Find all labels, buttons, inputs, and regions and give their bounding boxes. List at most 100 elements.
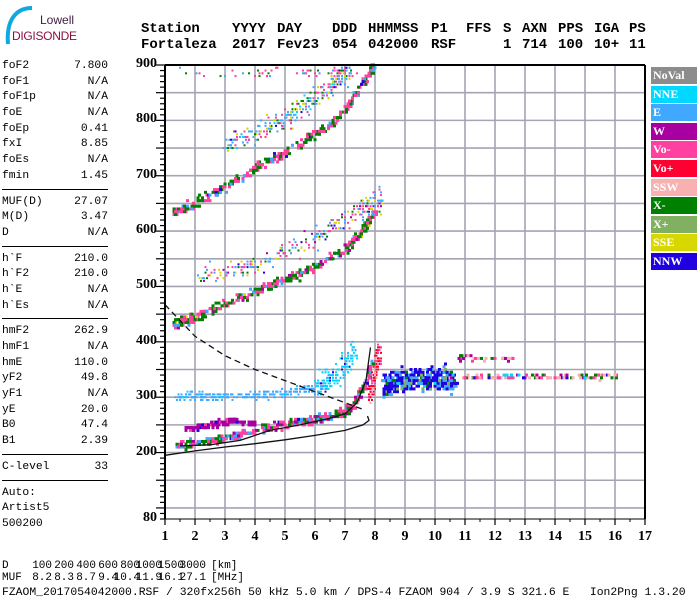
echo-point bbox=[378, 349, 381, 352]
echo-point bbox=[219, 75, 222, 78]
echo-point bbox=[510, 373, 513, 377]
echo-point bbox=[302, 102, 304, 105]
echo-point bbox=[239, 393, 241, 396]
echo-point bbox=[233, 130, 235, 133]
param-row: foF1 N/A bbox=[2, 75, 108, 91]
echo-point bbox=[291, 273, 294, 277]
echo-point bbox=[346, 243, 350, 247]
echo-point bbox=[201, 390, 204, 393]
echo-point bbox=[337, 116, 341, 120]
echo-point bbox=[423, 384, 426, 388]
echo-point bbox=[300, 241, 303, 244]
echo-point bbox=[299, 387, 301, 390]
echo-point bbox=[228, 138, 231, 141]
echo-point bbox=[285, 113, 288, 116]
echo-point bbox=[204, 190, 207, 194]
echo-point bbox=[254, 260, 256, 263]
echo-point bbox=[283, 149, 287, 153]
echo-point bbox=[327, 97, 330, 100]
distance-value: 1500 bbox=[158, 560, 184, 573]
echo-point bbox=[328, 412, 332, 416]
echo-point bbox=[279, 279, 282, 283]
echo-point bbox=[332, 83, 334, 86]
echo-point bbox=[312, 268, 315, 272]
echo-point bbox=[189, 428, 192, 432]
echo-point bbox=[174, 326, 177, 330]
echo-point bbox=[369, 221, 372, 225]
echo-point bbox=[360, 232, 363, 236]
echo-point bbox=[195, 396, 198, 399]
echo-point bbox=[242, 141, 244, 144]
echo-point bbox=[324, 385, 327, 388]
echo-point bbox=[318, 102, 321, 105]
echo-point bbox=[333, 382, 336, 385]
echo-point bbox=[214, 439, 218, 443]
echo-point bbox=[203, 75, 205, 78]
echo-point bbox=[565, 373, 569, 377]
echo-point bbox=[341, 77, 343, 80]
echo-point bbox=[610, 376, 614, 380]
legend-item: W bbox=[651, 122, 697, 140]
echo-point bbox=[249, 287, 252, 291]
echo-point bbox=[377, 365, 379, 368]
echo-point bbox=[190, 312, 194, 316]
echo-point bbox=[377, 357, 379, 360]
distance-value-text: 1500 bbox=[157, 560, 184, 572]
echo-point bbox=[256, 293, 260, 297]
echo-point bbox=[296, 243, 298, 246]
echo-point bbox=[394, 384, 398, 388]
echo-point bbox=[505, 373, 509, 377]
echo-point bbox=[594, 373, 597, 377]
echo-point bbox=[334, 412, 338, 416]
echo-point bbox=[345, 66, 348, 69]
echo-point bbox=[222, 396, 225, 399]
echo-point bbox=[259, 163, 263, 167]
echo-point bbox=[350, 69, 352, 72]
header-col-value: Fev23 bbox=[277, 37, 320, 53]
distance-value-text: 200 bbox=[54, 560, 74, 572]
echo-point bbox=[221, 396, 223, 399]
echo-point bbox=[359, 202, 361, 205]
echo-point bbox=[225, 304, 228, 308]
param-value: N/A bbox=[87, 154, 108, 167]
echo-point bbox=[528, 376, 531, 380]
echo-point bbox=[354, 219, 357, 222]
echo-point bbox=[329, 376, 331, 379]
echo-point bbox=[375, 210, 378, 214]
echo-point bbox=[541, 373, 545, 377]
echo-point bbox=[198, 393, 201, 396]
echo-point bbox=[451, 381, 455, 385]
echo-point bbox=[214, 437, 218, 441]
echo-point bbox=[312, 102, 315, 105]
echo-point bbox=[297, 393, 300, 396]
echo-point bbox=[214, 301, 218, 305]
echo-point bbox=[253, 287, 257, 291]
echo-point bbox=[353, 207, 355, 210]
echo-point bbox=[429, 368, 432, 372]
echo-point bbox=[531, 373, 534, 377]
distance-value: 800 bbox=[118, 560, 140, 573]
echo-point bbox=[508, 356, 512, 360]
echo-point bbox=[270, 124, 273, 127]
echo-point bbox=[341, 368, 343, 371]
echo-point bbox=[249, 431, 252, 435]
muf-value-text: 8.2 bbox=[32, 572, 52, 584]
echo-point bbox=[374, 374, 376, 377]
echo-point bbox=[475, 373, 479, 377]
param-row: M(D) 3.47 bbox=[2, 210, 108, 226]
echo-point bbox=[580, 373, 584, 377]
echo-point bbox=[254, 393, 256, 396]
echo-point bbox=[269, 130, 271, 133]
echo-point bbox=[271, 160, 275, 164]
echo-point bbox=[319, 415, 323, 419]
echo-point bbox=[291, 271, 294, 275]
echo-point bbox=[260, 260, 262, 263]
echo-point bbox=[204, 439, 207, 443]
echo-point bbox=[333, 379, 336, 382]
echo-point bbox=[243, 293, 246, 297]
echo-point bbox=[369, 393, 372, 396]
echo-point bbox=[246, 393, 249, 396]
echo-point bbox=[307, 132, 311, 136]
echo-point bbox=[279, 393, 282, 396]
echo-point bbox=[347, 351, 349, 354]
